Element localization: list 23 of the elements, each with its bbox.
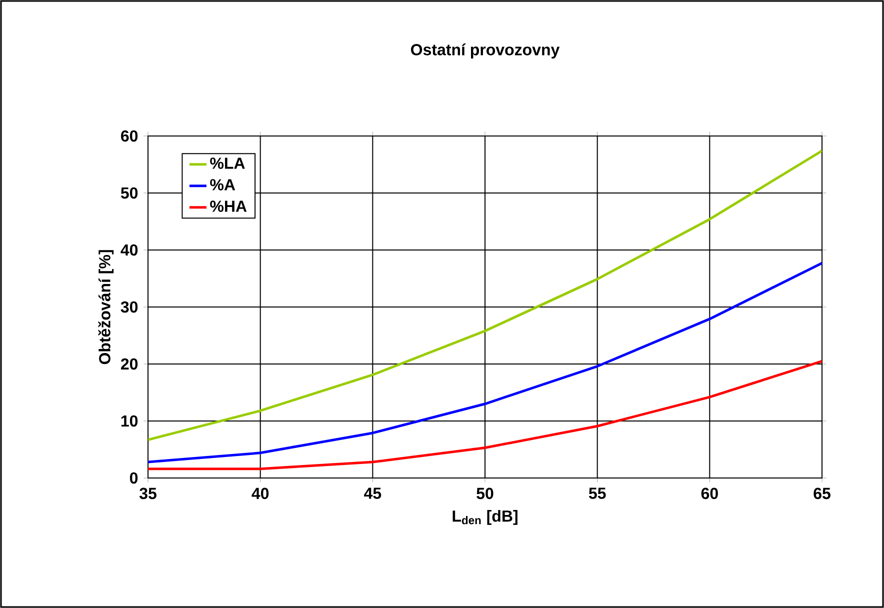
x-tick-label: 65 [814, 488, 830, 500]
chart-title: Ostatní provozovny [410, 43, 560, 59]
x-axis-title: L$_{den}$ [dB] [452, 510, 518, 525]
y-tick-label: 0 [130, 472, 138, 484]
x-tick-label: 55 [588, 488, 606, 499]
x-tick-label: 35 [139, 488, 156, 500]
y-axis-title: Obtěžování [%] [98, 250, 114, 364]
y-tick-label: 10 [121, 415, 138, 427]
y-tick-label: 40 [120, 244, 138, 256]
legend-label: %HA [210, 200, 247, 212]
legend-label: %LA [210, 158, 245, 169]
line-series [148, 150, 822, 442]
y-tick-label: 60 [121, 130, 138, 142]
y-tick-label: 20 [120, 358, 138, 370]
x-tick-label: 60 [701, 488, 718, 500]
legend-label: %A [210, 179, 236, 190]
line-series [148, 360, 822, 470]
y-tick-label: 50 [120, 187, 138, 199]
x-tick-label: 45 [364, 488, 382, 499]
x-tick-label: 50 [476, 488, 494, 500]
y-tick-label: 30 [120, 301, 138, 313]
line-series [148, 262, 822, 464]
x-tick-label: 40 [252, 488, 269, 500]
